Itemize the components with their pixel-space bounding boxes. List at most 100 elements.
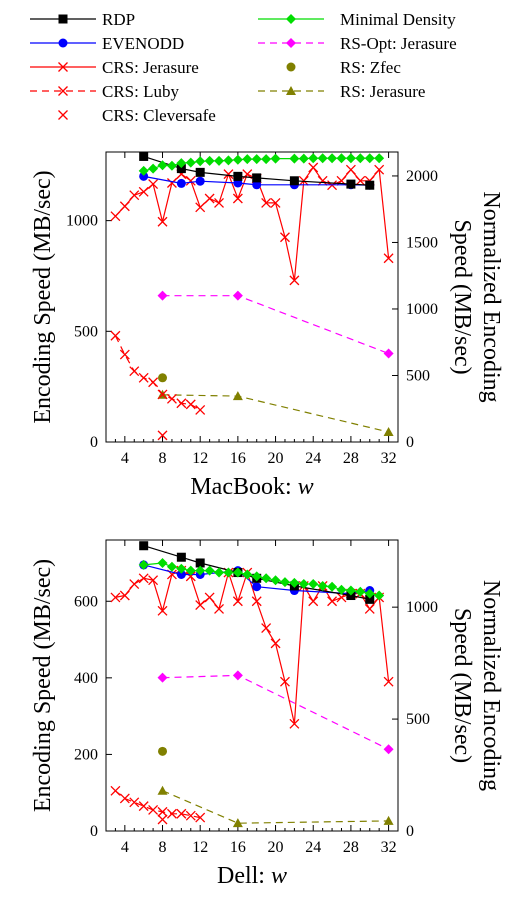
data-point-crs_jer — [317, 175, 328, 186]
data-point-mindens — [327, 153, 338, 164]
data-point-crs_luby — [110, 785, 121, 796]
data-point-mindens — [279, 577, 290, 588]
y-axis-label: Encoding Speed (MB/sec) — [30, 559, 56, 812]
data-point-crs_luby — [129, 797, 140, 808]
series-mindens — [138, 153, 385, 176]
data-point-rszfec — [158, 373, 168, 383]
data-point-rsjer — [232, 391, 243, 401]
data-point-rdp — [195, 167, 205, 177]
data-point-rdp — [365, 180, 375, 190]
x-tick-label: 32 — [381, 839, 397, 856]
data-point-mindens — [232, 154, 243, 165]
data-point-mindens — [289, 153, 300, 164]
series-rsjer — [157, 785, 394, 828]
data-point-crs_jer — [232, 596, 243, 607]
x-tick-label: 12 — [192, 450, 208, 467]
data-point-crs_jer — [214, 197, 224, 208]
data-point-mindens — [336, 584, 347, 595]
legend-item-evenodd: EVENODD — [30, 34, 184, 53]
data-point-mindens — [317, 580, 328, 591]
data-point-crs_jer — [270, 638, 281, 649]
legend-marker-rsjer — [286, 86, 296, 95]
legend-label-evenodd: EVENODD — [102, 34, 184, 53]
series-line-crs_luby — [115, 790, 201, 819]
data-point-crs_jer — [270, 197, 281, 208]
data-point-crs_jer — [280, 676, 290, 687]
x-tick-label: 32 — [381, 450, 397, 467]
y2-axis-label-line1: Normalized Encoding — [478, 191, 504, 402]
x-tick-label: 8 — [159, 839, 167, 856]
data-point-crs_jer — [289, 718, 300, 729]
data-point-crs_jer — [157, 605, 168, 616]
y2-tick-label: 500 — [406, 367, 430, 384]
x-tick-label: 16 — [230, 839, 246, 856]
y2-tick-label: 1000 — [406, 599, 438, 616]
data-point-mindens — [242, 154, 253, 165]
data-point-mindens — [261, 154, 272, 165]
data-point-crs_jer — [138, 186, 149, 197]
data-point-rsjer — [232, 818, 243, 828]
data-point-crs_jer — [157, 216, 168, 227]
y-tick-label: 1000 — [66, 213, 98, 230]
data-point-mindens — [374, 153, 385, 164]
plot-frame — [105, 539, 399, 832]
y2-axis-label: Normalized EncodingSpeed (MB/sec) — [449, 191, 504, 402]
data-point-crs_jer — [308, 596, 319, 607]
data-point-rdp — [176, 552, 186, 562]
data-point-rdp — [176, 164, 186, 174]
data-point-crs_luby — [157, 389, 168, 400]
data-point-crs_luby — [157, 806, 168, 817]
data-point-mindens — [204, 155, 215, 166]
series-line-rsjer — [162, 790, 389, 824]
legend-item-rdp: RDP — [30, 10, 135, 29]
data-point-evenodd — [252, 180, 262, 190]
data-point-crs_jer — [110, 592, 121, 603]
data-point-crs_jer — [251, 596, 262, 607]
data-point-evenodd — [139, 171, 149, 181]
data-point-crs_luby — [138, 801, 149, 812]
data-point-rdp — [139, 541, 149, 551]
data-point-crs_clever — [157, 430, 168, 441]
series-line-crs_luby — [114, 335, 201, 411]
data-point-crs_luby — [119, 793, 130, 804]
data-point-crs_luby — [138, 372, 149, 383]
y2-axis-label-line1: Normalized Encoding — [478, 580, 504, 791]
y-tick-label: 200 — [74, 746, 98, 763]
x-tick-label: 4 — [121, 839, 129, 856]
data-point-crs_jer — [308, 162, 319, 173]
x-tick-label: 28 — [343, 839, 359, 856]
data-point-mindens — [232, 567, 243, 578]
data-point-mindens — [138, 559, 149, 570]
data-point-mindens — [364, 153, 375, 164]
data-point-mindens — [336, 153, 347, 164]
legend-item-crs_luby: CRS: Luby — [30, 82, 179, 101]
data-point-mindens — [166, 160, 177, 171]
data-point-crs_jer — [383, 676, 394, 687]
data-point-mindens — [138, 165, 149, 176]
data-point-mindens — [185, 565, 196, 576]
data-point-crs_luby — [166, 808, 177, 819]
data-point-mindens — [345, 153, 356, 164]
dell-encoding-chart: 4 8 12 16 20 24 28 32 0 200 400 600 0 500 1000 Encoding… — [30, 539, 504, 889]
data-point-mindens — [317, 153, 328, 164]
y2-tick-label: 500 — [406, 711, 430, 728]
series-rsopt — [157, 670, 394, 755]
data-point-mindens — [355, 153, 366, 164]
legend-label-rdp: RDP — [102, 10, 135, 29]
y2-axis-label-line2: Speed (MB/sec) — [449, 608, 475, 763]
y-tick-label: 600 — [74, 593, 98, 610]
y2-tick-label: 0 — [406, 823, 414, 840]
data-point-rdp — [289, 176, 299, 186]
y-tick-label: 400 — [74, 670, 98, 687]
data-point-mindens — [251, 154, 262, 165]
data-point-rdp — [195, 558, 205, 568]
series-crs_luby — [110, 330, 206, 415]
data-point-mindens — [289, 577, 300, 588]
data-point-mindens — [204, 565, 215, 576]
data-point-mindens — [157, 557, 168, 568]
data-point-rdp — [139, 151, 149, 161]
data-point-mindens — [355, 586, 366, 597]
legend-label-rsjer: RS: Jerasure — [340, 82, 425, 101]
data-point-rsopt — [232, 670, 243, 681]
y-axis-label: Encoding Speed (MB/sec) — [30, 170, 56, 423]
